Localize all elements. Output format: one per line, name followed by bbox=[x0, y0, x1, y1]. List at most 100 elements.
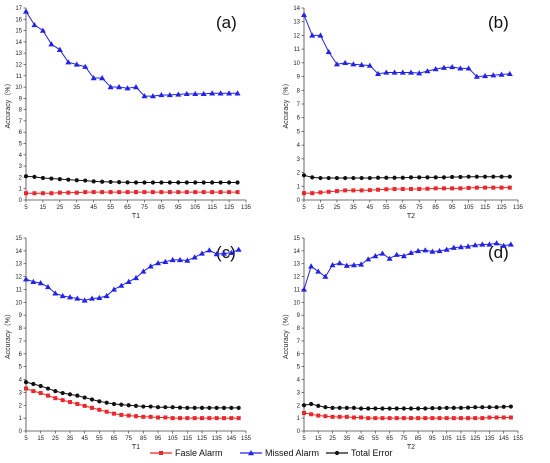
data-point bbox=[170, 405, 175, 410]
series-line bbox=[25, 388, 239, 419]
data-point bbox=[118, 282, 125, 288]
x-tick-label: 5 bbox=[302, 205, 306, 211]
data-point bbox=[309, 401, 314, 407]
data-point bbox=[111, 286, 117, 292]
data-point bbox=[494, 405, 499, 410]
y-tick-label: 14 bbox=[15, 40, 22, 46]
data-point bbox=[487, 415, 492, 420]
data-point bbox=[350, 61, 357, 67]
data-point bbox=[373, 416, 378, 421]
data-point bbox=[176, 180, 181, 185]
data-point bbox=[424, 68, 431, 74]
data-point bbox=[408, 175, 414, 180]
x-tick-label: 65 bbox=[111, 436, 118, 442]
data-point bbox=[83, 190, 88, 195]
data-point bbox=[53, 389, 58, 394]
data-point bbox=[142, 180, 147, 185]
x-tick-label: 125 bbox=[470, 436, 481, 442]
data-point bbox=[366, 416, 371, 421]
x-tick-label: 35 bbox=[343, 436, 350, 442]
x-tick-label: 135 bbox=[241, 205, 252, 211]
data-point bbox=[103, 292, 110, 299]
data-point bbox=[38, 383, 43, 389]
data-point bbox=[408, 406, 414, 411]
data-point bbox=[317, 32, 324, 38]
data-point bbox=[100, 190, 105, 195]
data-point bbox=[40, 175, 46, 181]
data-point bbox=[451, 405, 456, 410]
x-tick-label: 125 bbox=[224, 205, 235, 211]
data-point bbox=[387, 406, 392, 411]
y-tick-label: 12 bbox=[293, 33, 300, 39]
data-point bbox=[142, 190, 147, 195]
data-point bbox=[376, 187, 381, 192]
y-tick-label: 6 bbox=[297, 352, 301, 358]
y-tick-label: 0 bbox=[297, 429, 301, 435]
data-point bbox=[491, 174, 496, 179]
y-tick-label: 6 bbox=[19, 352, 23, 358]
data-point bbox=[409, 187, 413, 192]
y-tick-label: 11 bbox=[294, 47, 301, 53]
data-point bbox=[57, 190, 62, 195]
x-tick-label: 135 bbox=[513, 205, 524, 211]
data-point bbox=[358, 406, 364, 411]
data-point bbox=[480, 405, 485, 410]
x-tick-label: 25 bbox=[57, 205, 64, 211]
data-point bbox=[400, 175, 405, 180]
data-point bbox=[147, 263, 154, 269]
data-point bbox=[417, 175, 422, 180]
series-square bbox=[302, 185, 512, 196]
x-tick-label: 5 bbox=[302, 436, 306, 442]
x-axis-label: T2 bbox=[407, 444, 415, 451]
data-point bbox=[149, 93, 156, 99]
data-point bbox=[37, 280, 44, 286]
data-point bbox=[422, 247, 429, 253]
data-point bbox=[343, 188, 348, 193]
x-tick-label: 25 bbox=[52, 436, 59, 442]
data-point bbox=[141, 404, 146, 409]
x-tick-label: 95 bbox=[429, 436, 436, 442]
data-point bbox=[337, 414, 342, 419]
data-point bbox=[490, 72, 497, 78]
data-point bbox=[429, 248, 436, 254]
data-point bbox=[124, 85, 131, 91]
series-line bbox=[25, 175, 238, 183]
y-tick-label: 9 bbox=[297, 313, 301, 319]
data-point bbox=[49, 191, 54, 196]
y-tick-label: 13 bbox=[293, 20, 300, 26]
data-point bbox=[163, 415, 168, 420]
data-point bbox=[486, 241, 493, 247]
data-point bbox=[39, 27, 46, 33]
legend-marker bbox=[159, 451, 163, 455]
data-point bbox=[359, 415, 364, 420]
data-point bbox=[451, 416, 456, 421]
data-point bbox=[507, 185, 512, 190]
data-point bbox=[450, 186, 455, 191]
data-point bbox=[334, 189, 339, 194]
x-tick-label: 145 bbox=[226, 436, 237, 442]
data-point bbox=[432, 66, 439, 72]
data-point bbox=[141, 414, 146, 419]
data-point bbox=[82, 403, 87, 408]
data-point bbox=[458, 186, 463, 191]
data-point bbox=[201, 180, 206, 185]
data-point bbox=[494, 415, 499, 420]
data-point bbox=[337, 405, 342, 410]
data-point bbox=[474, 185, 479, 190]
data-point bbox=[482, 72, 489, 79]
x-tick-label: 155 bbox=[513, 436, 524, 442]
y-tick-label: 0 bbox=[19, 429, 23, 435]
data-point bbox=[167, 190, 172, 195]
data-point bbox=[394, 406, 399, 411]
data-point bbox=[392, 187, 397, 192]
data-point bbox=[359, 188, 364, 193]
data-point bbox=[322, 273, 329, 279]
legend-item: Missed Alarm bbox=[240, 448, 319, 458]
data-point bbox=[125, 180, 130, 185]
x-tick-label: 135 bbox=[484, 436, 495, 442]
y-tick-label: 4 bbox=[297, 378, 301, 384]
data-point bbox=[367, 175, 372, 181]
legend-item: Fasle Alarm bbox=[150, 448, 223, 458]
x-tick-label: 115 bbox=[207, 205, 217, 211]
